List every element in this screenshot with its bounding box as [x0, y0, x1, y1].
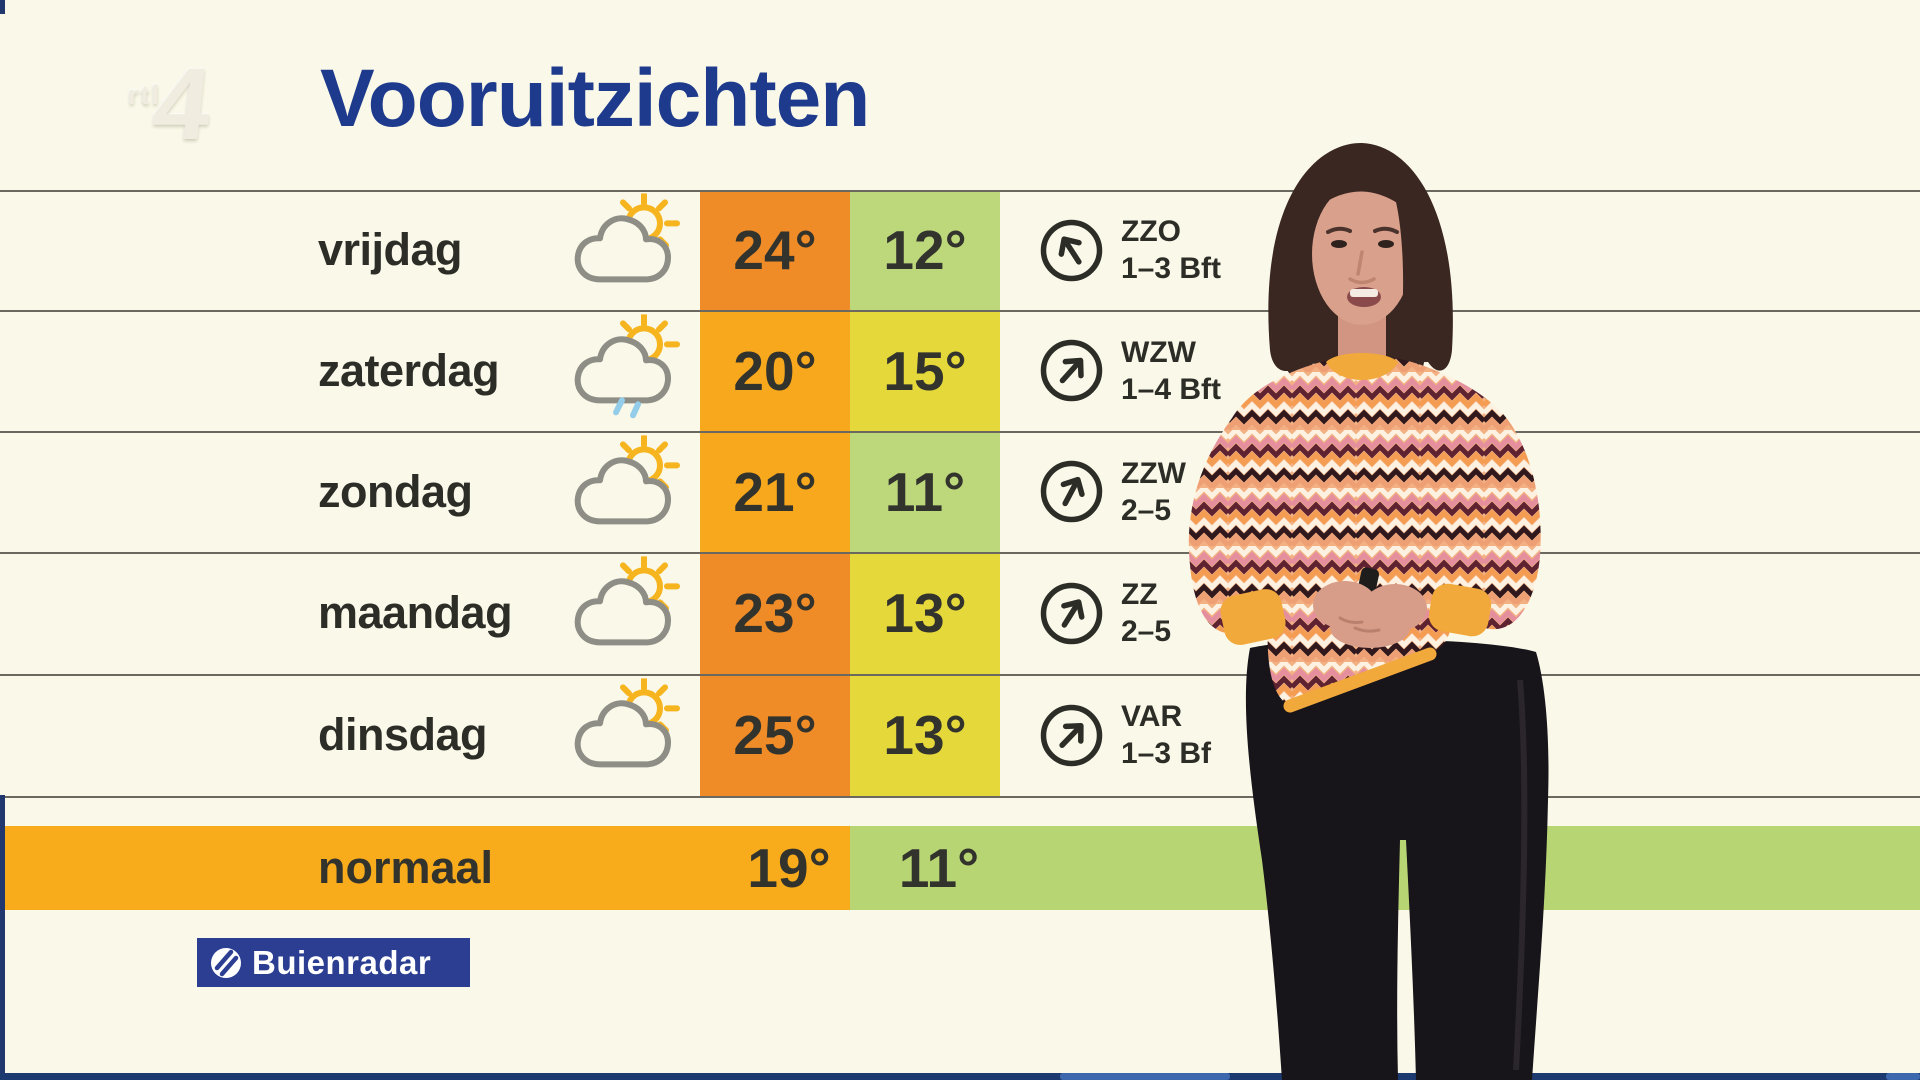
- page-title: Vooruitzichten: [320, 53, 870, 144]
- wind-direction-icon: [1040, 704, 1103, 766]
- bottom-bar-accent: [1060, 1073, 1230, 1080]
- max-temp-cell: 20°: [700, 310, 850, 431]
- weather-presenter: [1188, 142, 1549, 1080]
- min-temp-cell: 12°: [850, 190, 1000, 310]
- day-label: zaterdag: [318, 344, 500, 396]
- min-temp-cell: 15°: [850, 310, 1000, 431]
- wind-info: ZZW 2–5: [1038, 455, 1186, 529]
- rtl4-logo-text: rtl.: [128, 80, 171, 110]
- wind-direction: ZZO: [1121, 215, 1181, 248]
- day-label: maandag: [318, 587, 513, 638]
- wind-direction: VAR: [1121, 700, 1183, 733]
- wind-info: ZZ 2–5: [1038, 576, 1171, 650]
- max-temp-cell: 25°: [700, 674, 850, 796]
- wind-direction: WZW: [1121, 335, 1196, 369]
- wind-force: 2–5: [1121, 615, 1172, 648]
- forecast-row-zaterdag: 20° 15° zaterdag: [0, 310, 1920, 431]
- day-label: zondag: [318, 465, 473, 517]
- partly-cloudy-icon: [570, 676, 682, 787]
- table-line: [0, 190, 1920, 192]
- wind-force: 2–5: [1121, 493, 1172, 527]
- buienradar-label: Buienradar: [252, 943, 432, 981]
- frame-edge: [0, 0, 5, 14]
- day-label: vrijdag: [318, 224, 463, 275]
- buienradar-radar-icon: [211, 947, 241, 978]
- frame-edge: [0, 795, 5, 1080]
- table-line: [0, 310, 1920, 312]
- max-temp-cell: 24°: [700, 190, 850, 310]
- wind-direction-icon: [1040, 582, 1103, 644]
- wind-force: 1–3 Bft: [1121, 252, 1222, 285]
- forecast-row-zondag: 21° 11° zondag ZZW: [0, 431, 1920, 552]
- normal-label: normaal: [318, 842, 494, 893]
- max-temp-cell: 21°: [700, 431, 850, 552]
- partly-cloudy-icon: [570, 554, 682, 665]
- forecast-row-vrijdag: 24° 12° vrijdag ZZO: [0, 190, 1920, 310]
- day-label: dinsdag: [318, 709, 488, 760]
- min-temp-cell: 11°: [850, 431, 1000, 552]
- min-temp-cell: 13°: [850, 552, 1000, 674]
- rtl4-logo: rtl. 4: [126, 47, 246, 168]
- partly-cloudy-icon: [570, 191, 682, 302]
- wind-direction: ZZW: [1121, 456, 1186, 490]
- partly-cloudy-icon: [570, 432, 682, 544]
- bottom-bar-accent: [1886, 1073, 1920, 1080]
- normal-min-temp: 11°: [898, 837, 980, 899]
- min-temp-cell: 13°: [850, 674, 1000, 796]
- table-line: [0, 431, 1920, 433]
- wind-direction-icon: [1040, 219, 1103, 281]
- wind-force: 1–4 Bft: [1121, 372, 1222, 406]
- table-line: [0, 552, 1920, 554]
- wind-direction-icon: [1040, 460, 1103, 523]
- partly-cloudy-rain-icon: [570, 311, 682, 423]
- table-line: [0, 796, 1920, 798]
- wind-force: 1–3 Bf: [1121, 737, 1212, 770]
- rtl4-logo-four: 4: [148, 47, 217, 161]
- wind-info: WZW 1–4 Bft: [1038, 334, 1221, 408]
- forecast-row-maandag: 23° 13° maandag ZZ: [0, 552, 1920, 674]
- wind-info: ZZO 1–3 Bft: [1038, 213, 1221, 287]
- normal-max-temp: 19°: [747, 837, 831, 899]
- wind-info: VAR 1–3 Bf: [1038, 698, 1211, 772]
- wind-direction: ZZ: [1121, 578, 1158, 611]
- normal-band-max: normaal 19°: [4, 826, 850, 910]
- buienradar-logo: Buienradar: [197, 938, 470, 987]
- table-line: [0, 674, 1920, 676]
- max-temp-cell: 23°: [700, 552, 850, 674]
- forecast-row-dinsdag: 25° 13° dinsdag VAR: [0, 674, 1920, 796]
- bottom-ticker-bar: [0, 1073, 1920, 1080]
- wind-direction-icon: [1040, 339, 1103, 402]
